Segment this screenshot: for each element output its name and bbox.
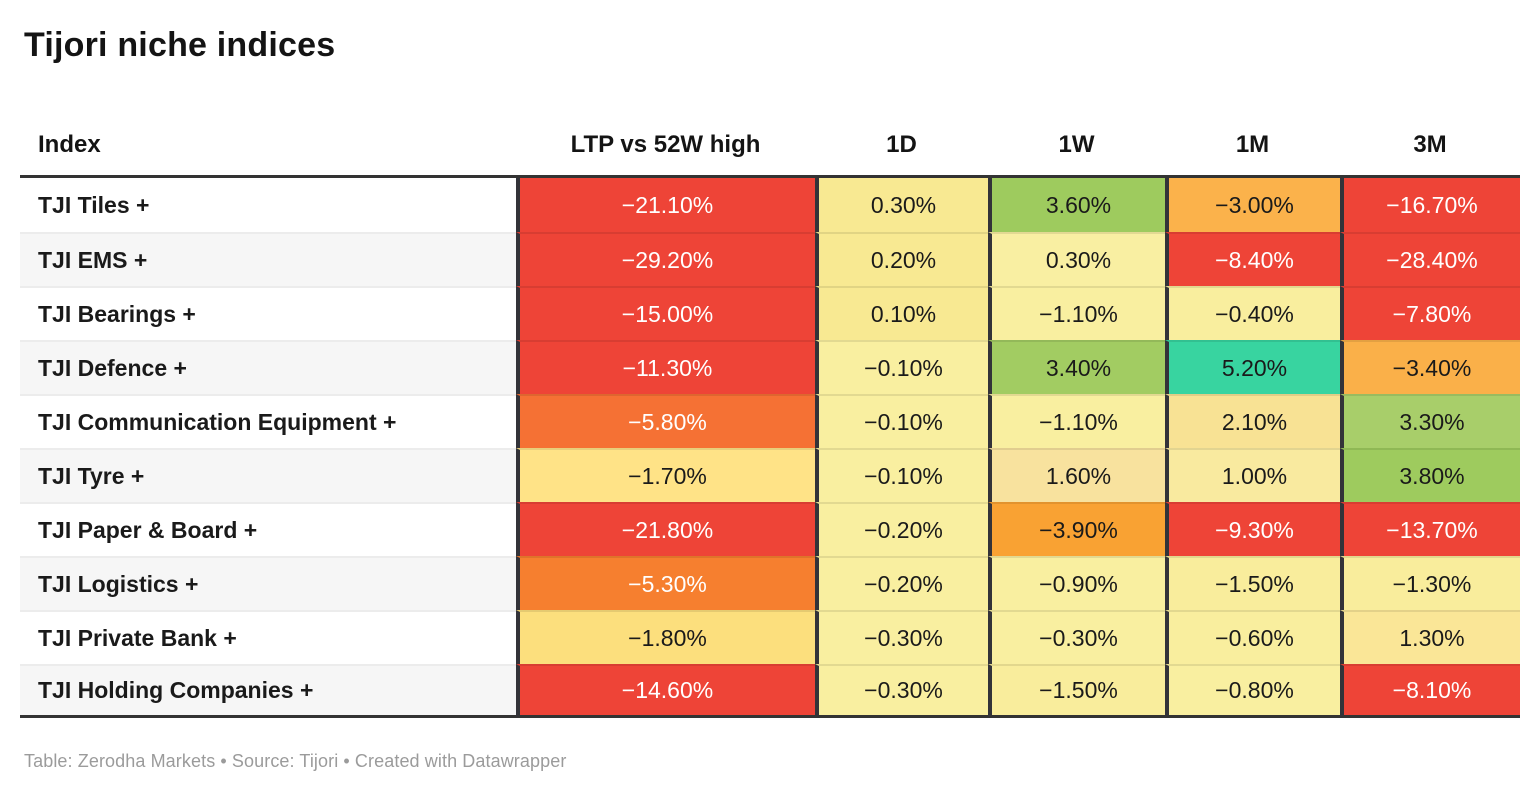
index-name-cell[interactable]: TJI EMS + xyxy=(20,232,516,286)
value-cell: −5.30% xyxy=(516,556,815,610)
value-cell: −5.80% xyxy=(516,394,815,448)
value-cell: 5.20% xyxy=(1165,340,1340,394)
index-name-cell[interactable]: TJI Logistics + xyxy=(20,556,516,610)
table-row: TJI Defence + −11.30% −0.10% 3.40% 5.20% −3.4… xyxy=(20,340,1520,394)
table-body: TJI Tiles + −21.10% 0.30% 3.60% −3.00% −16.70… xyxy=(20,178,1520,718)
table-row: TJI Tiles + −21.10% 0.30% 3.60% −3.00% −16.70… xyxy=(20,178,1520,232)
header-row: Index LTP vs 52W high 1D 1W 1M 3M xyxy=(20,114,1520,178)
value-cell: 0.30% xyxy=(988,232,1165,286)
value-cell: −21.10% xyxy=(516,178,815,232)
value-cell: 2.10% xyxy=(1165,394,1340,448)
value-cell: −21.80% xyxy=(516,502,815,556)
value-cell: −1.10% xyxy=(988,286,1165,340)
column-header-3m: 3M xyxy=(1340,114,1520,178)
value-cell: 0.10% xyxy=(815,286,988,340)
value-cell: −0.30% xyxy=(815,664,988,718)
index-name-cell[interactable]: TJI Tyre + xyxy=(20,448,516,502)
value-cell: −0.10% xyxy=(815,340,988,394)
column-header-1m: 1M xyxy=(1165,114,1340,178)
column-header-index: Index xyxy=(20,114,516,178)
table-row: TJI Logistics + −5.30% −0.20% −0.90% −1.50% −… xyxy=(20,556,1520,610)
table-header: Index LTP vs 52W high 1D 1W 1M 3M xyxy=(20,114,1520,178)
index-name-cell[interactable]: TJI Private Bank + xyxy=(20,610,516,664)
value-cell: 3.60% xyxy=(988,178,1165,232)
value-cell: 3.30% xyxy=(1340,394,1520,448)
value-cell: −0.30% xyxy=(988,610,1165,664)
value-cell: −0.60% xyxy=(1165,610,1340,664)
value-cell: −13.70% xyxy=(1340,502,1520,556)
value-cell: 0.30% xyxy=(815,178,988,232)
value-cell: 1.30% xyxy=(1340,610,1520,664)
value-cell: −0.80% xyxy=(1165,664,1340,718)
value-cell: −0.40% xyxy=(1165,286,1340,340)
table-row: TJI Communication Equipment + −5.80% −0.10… xyxy=(20,394,1520,448)
value-cell: −29.20% xyxy=(516,232,815,286)
index-name-cell[interactable]: TJI Defence + xyxy=(20,340,516,394)
value-cell: −3.00% xyxy=(1165,178,1340,232)
table-row: TJI Tyre + −1.70% −0.10% 1.60% 1.00% 3.80% xyxy=(20,448,1520,502)
value-cell: −1.50% xyxy=(988,664,1165,718)
value-cell: −14.60% xyxy=(516,664,815,718)
value-cell: −0.10% xyxy=(815,448,988,502)
value-cell: −1.10% xyxy=(988,394,1165,448)
value-cell: −9.30% xyxy=(1165,502,1340,556)
value-cell: −0.20% xyxy=(815,556,988,610)
value-cell: −0.20% xyxy=(815,502,988,556)
index-name-cell[interactable]: TJI Holding Companies + xyxy=(20,664,516,718)
column-header-1d: 1D xyxy=(815,114,988,178)
value-cell: −0.30% xyxy=(815,610,988,664)
value-cell: 3.40% xyxy=(988,340,1165,394)
value-cell: 3.80% xyxy=(1340,448,1520,502)
index-name-cell[interactable]: TJI Paper & Board + xyxy=(20,502,516,556)
index-name-cell[interactable]: TJI Bearings + xyxy=(20,286,516,340)
table-row: TJI Private Bank + −1.80% −0.30% −0.30% −0.6… xyxy=(20,610,1520,664)
value-cell: −8.40% xyxy=(1165,232,1340,286)
value-cell: −1.50% xyxy=(1165,556,1340,610)
table-row: TJI EMS + −29.20% 0.20% 0.30% −8.40% −28.40% xyxy=(20,232,1520,286)
value-cell: −1.80% xyxy=(516,610,815,664)
value-cell: −11.30% xyxy=(516,340,815,394)
value-cell: 1.00% xyxy=(1165,448,1340,502)
page-title: Tijori niche indices xyxy=(24,26,336,64)
value-cell: −7.80% xyxy=(1340,286,1520,340)
value-cell: −3.90% xyxy=(988,502,1165,556)
value-cell: −15.00% xyxy=(516,286,815,340)
value-cell: −28.40% xyxy=(1340,232,1520,286)
table-row: TJI Bearings + −15.00% 0.10% −1.10% −0.40% −7… xyxy=(20,286,1520,340)
table-row: TJI Holding Companies + −14.60% −0.30% −1.5… xyxy=(20,664,1520,718)
value-cell: −0.10% xyxy=(815,394,988,448)
attribution-footer: Table: Zerodha Markets • Source: Tijori … xyxy=(24,751,567,771)
value-cell: −16.70% xyxy=(1340,178,1520,232)
value-cell: −1.70% xyxy=(516,448,815,502)
index-name-cell[interactable]: TJI Tiles + xyxy=(20,178,516,232)
value-cell: −1.30% xyxy=(1340,556,1520,610)
indices-table: Index LTP vs 52W high 1D 1W 1M 3M TJI Ti… xyxy=(20,114,1520,718)
index-name-cell[interactable]: TJI Communication Equipment + xyxy=(20,394,516,448)
value-cell: −0.90% xyxy=(988,556,1165,610)
column-header-ltp-vs-52w-high: LTP vs 52W high xyxy=(516,114,815,178)
column-header-1w: 1W xyxy=(988,114,1165,178)
value-cell: −8.10% xyxy=(1340,664,1520,718)
value-cell: −3.40% xyxy=(1340,340,1520,394)
chart-container: Tijori niche indices Index LTP vs 52W hi… xyxy=(20,26,1520,771)
table-row: TJI Paper & Board + −21.80% −0.20% −3.90% −9… xyxy=(20,502,1520,556)
value-cell: 0.20% xyxy=(815,232,988,286)
value-cell: 1.60% xyxy=(988,448,1165,502)
